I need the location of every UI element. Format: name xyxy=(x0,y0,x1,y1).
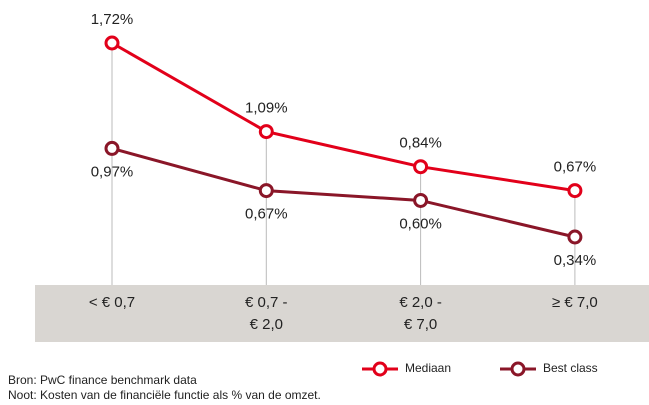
data-label: 0,84% xyxy=(399,135,442,152)
legend-label: Mediaan xyxy=(405,361,451,375)
x-tick-label: € 0,7 - € 2,0 xyxy=(245,294,288,333)
data-label: 0,67% xyxy=(245,206,288,223)
footnote: Noot: Kosten van de financiële functie a… xyxy=(8,388,321,402)
point xyxy=(258,183,274,199)
data-label: 1,72% xyxy=(91,11,134,28)
data-label: 1,09% xyxy=(245,100,288,117)
category-band xyxy=(35,285,649,342)
x-tick-label: € 2,0 - € 7,0 xyxy=(399,294,442,333)
legend-marker xyxy=(510,361,526,377)
point xyxy=(567,183,583,199)
footnote: Bron: PwC finance benchmark data xyxy=(8,373,197,387)
point xyxy=(258,124,274,140)
point xyxy=(567,229,583,245)
legend-label: Best class xyxy=(543,361,598,375)
point xyxy=(104,35,120,51)
point xyxy=(413,159,429,175)
x-tick-label: < € 0,7 xyxy=(88,294,136,311)
x-tick-label: ≥ € 7,0 xyxy=(552,294,598,311)
series-line xyxy=(111,146,576,239)
point xyxy=(413,192,429,208)
data-label: 0,60% xyxy=(399,215,442,232)
legend-marker xyxy=(372,361,388,377)
data-label: 0,67% xyxy=(554,159,597,176)
data-label: 0,34% xyxy=(554,252,597,269)
data-label: 0,97% xyxy=(91,163,134,180)
point xyxy=(104,140,120,156)
series-line xyxy=(111,41,576,193)
